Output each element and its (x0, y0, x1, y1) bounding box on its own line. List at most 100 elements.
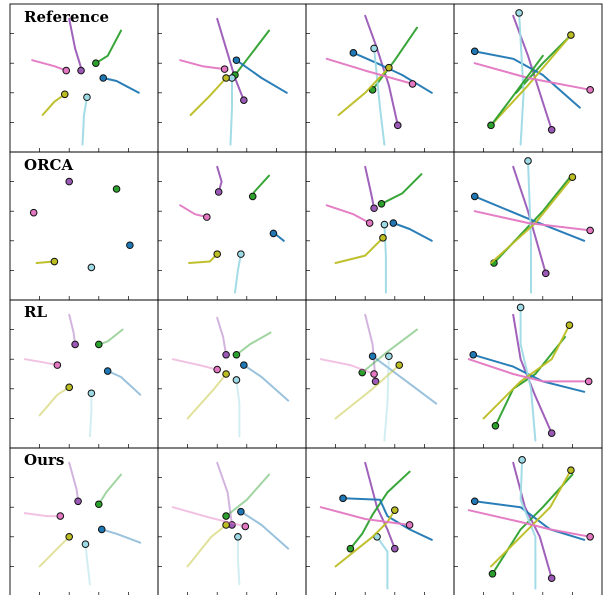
trajectory-line (84, 543, 91, 586)
trajectory-line (171, 506, 247, 528)
agent-marker (234, 533, 242, 541)
agent-marker (126, 241, 134, 250)
trajectory-line (229, 77, 233, 146)
agent-marker (248, 192, 257, 201)
agent-marker (232, 350, 241, 359)
trajectory-line (376, 535, 389, 590)
trajectory-line (68, 313, 77, 346)
agent-marker (470, 47, 479, 56)
agent-marker (586, 226, 594, 235)
agent-marker (586, 86, 594, 94)
trajectory-line (371, 26, 418, 91)
agent-marker (515, 9, 523, 17)
agent-marker (56, 512, 65, 520)
trajectory-line (31, 59, 68, 72)
trajectory-line (482, 324, 571, 420)
agent-marker (547, 574, 556, 583)
agent-marker (541, 269, 550, 278)
trajectory-line (392, 222, 433, 242)
agent-marker (222, 74, 230, 82)
trajectory-line (81, 96, 88, 146)
trajectory-line (490, 34, 572, 127)
trajectory-line (383, 355, 390, 442)
trajectory-line (235, 378, 241, 438)
trajectory-line (38, 386, 71, 417)
agent-marker (567, 466, 575, 475)
agent-marker (405, 521, 414, 529)
trajectory-line (352, 51, 433, 94)
agent-marker (346, 544, 355, 553)
trajectory-line (216, 165, 223, 193)
trajectory-line (490, 54, 544, 127)
agent-marker (222, 521, 230, 529)
trajectory-line (23, 512, 62, 518)
agent-marker (393, 121, 402, 130)
agent-marker (395, 361, 404, 369)
panel-frame (9, 299, 159, 449)
agent-marker (371, 377, 380, 386)
trajectory-line (364, 165, 376, 210)
agent-marker (203, 213, 211, 221)
trajectory-line (97, 328, 124, 346)
trajectory-line (68, 461, 80, 503)
trajectory-line (342, 497, 433, 541)
agent-marker (470, 497, 479, 506)
trajectory-line (189, 77, 228, 116)
agent-marker (213, 250, 221, 258)
trajectory-line (251, 174, 270, 198)
panel-frame (305, 299, 455, 449)
trajectory-line (186, 373, 228, 420)
trajectory-line (242, 364, 290, 402)
trajectory-line (234, 29, 270, 76)
trajectory-line (334, 364, 401, 420)
trajectory-line (216, 17, 245, 102)
agent-marker (92, 59, 100, 68)
trajectory-line (236, 535, 241, 586)
agent-marker (269, 229, 278, 238)
agent-marker (220, 65, 229, 73)
agent-marker (87, 389, 96, 398)
agent-marker (408, 80, 417, 88)
agent-marker (349, 49, 358, 57)
trajectory-line (512, 14, 553, 131)
trajectory-line (94, 29, 122, 65)
trajectory-line (519, 306, 537, 442)
agent-marker (97, 525, 106, 534)
panel-frame (157, 299, 307, 449)
agent-marker (380, 220, 389, 229)
trajectory-line (349, 470, 411, 550)
agent-marker (584, 377, 593, 386)
trajectory-line (473, 210, 592, 232)
row-label-rl: RL (24, 303, 47, 321)
agent-marker (241, 522, 250, 531)
trajectory-line (188, 253, 219, 264)
trajectory-line (234, 253, 242, 294)
agent-marker (377, 200, 386, 208)
agent-marker (568, 173, 577, 181)
trajectory-line (518, 11, 525, 146)
panel-frame (9, 447, 159, 595)
agent-marker (370, 204, 378, 213)
trajectory-line (179, 59, 226, 71)
agent-marker (214, 188, 223, 196)
agent-marker (62, 66, 71, 75)
agent-marker (379, 234, 387, 242)
trajectory-line (334, 236, 384, 264)
trajectory-line (225, 473, 270, 518)
agent-marker (470, 192, 479, 201)
trajectory-line (216, 316, 228, 356)
trajectory-line (467, 358, 590, 383)
agent-marker (83, 93, 91, 102)
agent-marker (240, 96, 248, 104)
trajectory-line (100, 528, 142, 544)
panel-frame (453, 447, 603, 595)
panel-frame (305, 151, 455, 301)
agent-marker (547, 429, 556, 438)
agent-marker (487, 121, 495, 130)
trajectory-line (519, 458, 537, 590)
trajectory-line (38, 535, 71, 568)
agent-marker (60, 90, 69, 99)
agent-marker (370, 370, 378, 378)
trajectory-line (23, 358, 59, 367)
agent-marker (567, 31, 575, 39)
